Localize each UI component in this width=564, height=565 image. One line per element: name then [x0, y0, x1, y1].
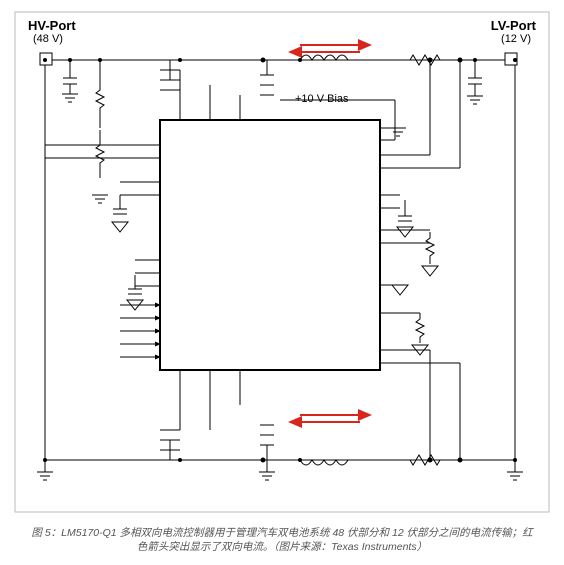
grounds — [37, 460, 523, 480]
ch1-top — [62, 55, 483, 104]
schematic-svg — [0, 0, 564, 520]
gate-top — [180, 85, 240, 120]
ic-outline — [160, 120, 380, 370]
left-net — [45, 60, 160, 357]
diagram-root: HV-Port (48 V) LV-Port (12 V) +10 V Bias… — [0, 0, 564, 565]
figure-caption: 图 5：LM5170-Q1 多相双向电流控制器用于管理汽车双电池系统 48 伏部… — [30, 526, 534, 555]
gate-bot — [180, 370, 240, 430]
